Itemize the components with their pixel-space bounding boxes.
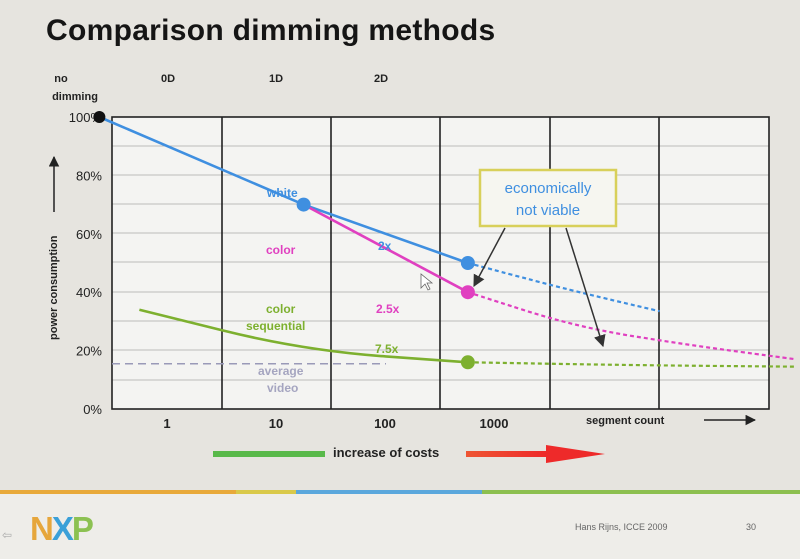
label-color: color <box>266 243 296 257</box>
y-tick-1: 20% <box>76 344 102 359</box>
mouse-cursor-icon <box>420 273 434 291</box>
y-tick-0: 0% <box>83 402 102 417</box>
slide-title: Comparison dimming methods <box>46 14 496 47</box>
series-projection-0 <box>467 261 660 313</box>
data-point-0 <box>296 197 311 212</box>
header-1d: 1D <box>269 73 283 85</box>
series-projection-1 <box>467 291 797 361</box>
y-axis-title: power consumption <box>48 235 60 340</box>
video-label: video <box>267 381 298 395</box>
footer-stripe-orange <box>0 490 236 494</box>
y-tick-4: 80% <box>76 168 102 183</box>
average-label: average <box>258 364 304 378</box>
x-axis-title: segment count <box>586 415 665 427</box>
plot-frame <box>111 116 770 410</box>
footer-page-number: 30 <box>746 522 757 532</box>
column-headers: no dimming 0D 1D 2D <box>52 73 388 103</box>
footer-stripe-blue <box>296 490 482 494</box>
header-no: no <box>54 73 68 85</box>
series-line-2 <box>139 308 468 364</box>
ratio-2-5x: 2.5x <box>376 302 400 316</box>
y-tick-3: 60% <box>76 227 102 242</box>
data-point-2 <box>460 285 475 300</box>
footer-author: Hans Rijns, ICCE 2009 <box>575 522 668 532</box>
y-tick-labels: 0% 20% 40% 60% 80% 100% <box>69 110 103 417</box>
footer-stripe-green <box>482 490 800 494</box>
footer-band <box>0 492 800 559</box>
y-tick-2: 40% <box>76 285 102 300</box>
x-tick-100: 100 <box>374 416 396 431</box>
y-axis-label: power consumption <box>48 155 60 340</box>
label-color-line1: color <box>266 302 296 316</box>
ratio-2x: 2x <box>378 239 392 253</box>
x-axis-label: segment count <box>586 414 757 427</box>
series-line-1 <box>302 203 469 294</box>
header-0d: 0D <box>161 73 175 85</box>
label-sequential-line2: sequential <box>246 319 305 333</box>
data-point-1 <box>460 256 475 270</box>
annotation-line1: economically <box>505 180 592 197</box>
x-tick-1000: 1000 <box>480 416 509 431</box>
nxp-logo: NXP <box>30 510 94 547</box>
series-labels: white color color sequential 2x 2.5x 7.5… <box>246 186 400 356</box>
start-point <box>93 111 106 123</box>
header-2d: 2D <box>374 73 388 85</box>
corner-mark-icon: ⇦ <box>2 528 13 542</box>
annotation-line2: not viable <box>516 202 580 219</box>
series-projection-2 <box>467 361 797 368</box>
x-tick-labels: 1 10 100 1000 <box>163 416 508 431</box>
dimming-chart: 0% 20% 40% 60% 80% 100% power consumption no … <box>48 73 797 463</box>
economically-not-viable-annotation: economically not viable <box>473 168 618 348</box>
cost-label: increase of costs <box>333 445 439 460</box>
cost-indicator: increase of costs <box>213 445 605 463</box>
footer-stripe-yellow <box>236 490 296 494</box>
label-white: white <box>266 186 298 200</box>
x-tick-10: 10 <box>269 416 283 431</box>
series-layer <box>98 115 797 370</box>
header-dimming: dimming <box>52 91 98 103</box>
data-point-3 <box>460 355 475 370</box>
y-tick-5: 100% <box>69 110 103 125</box>
x-tick-1: 1 <box>163 416 170 431</box>
ratio-7-5x: 7.5x <box>375 342 399 356</box>
